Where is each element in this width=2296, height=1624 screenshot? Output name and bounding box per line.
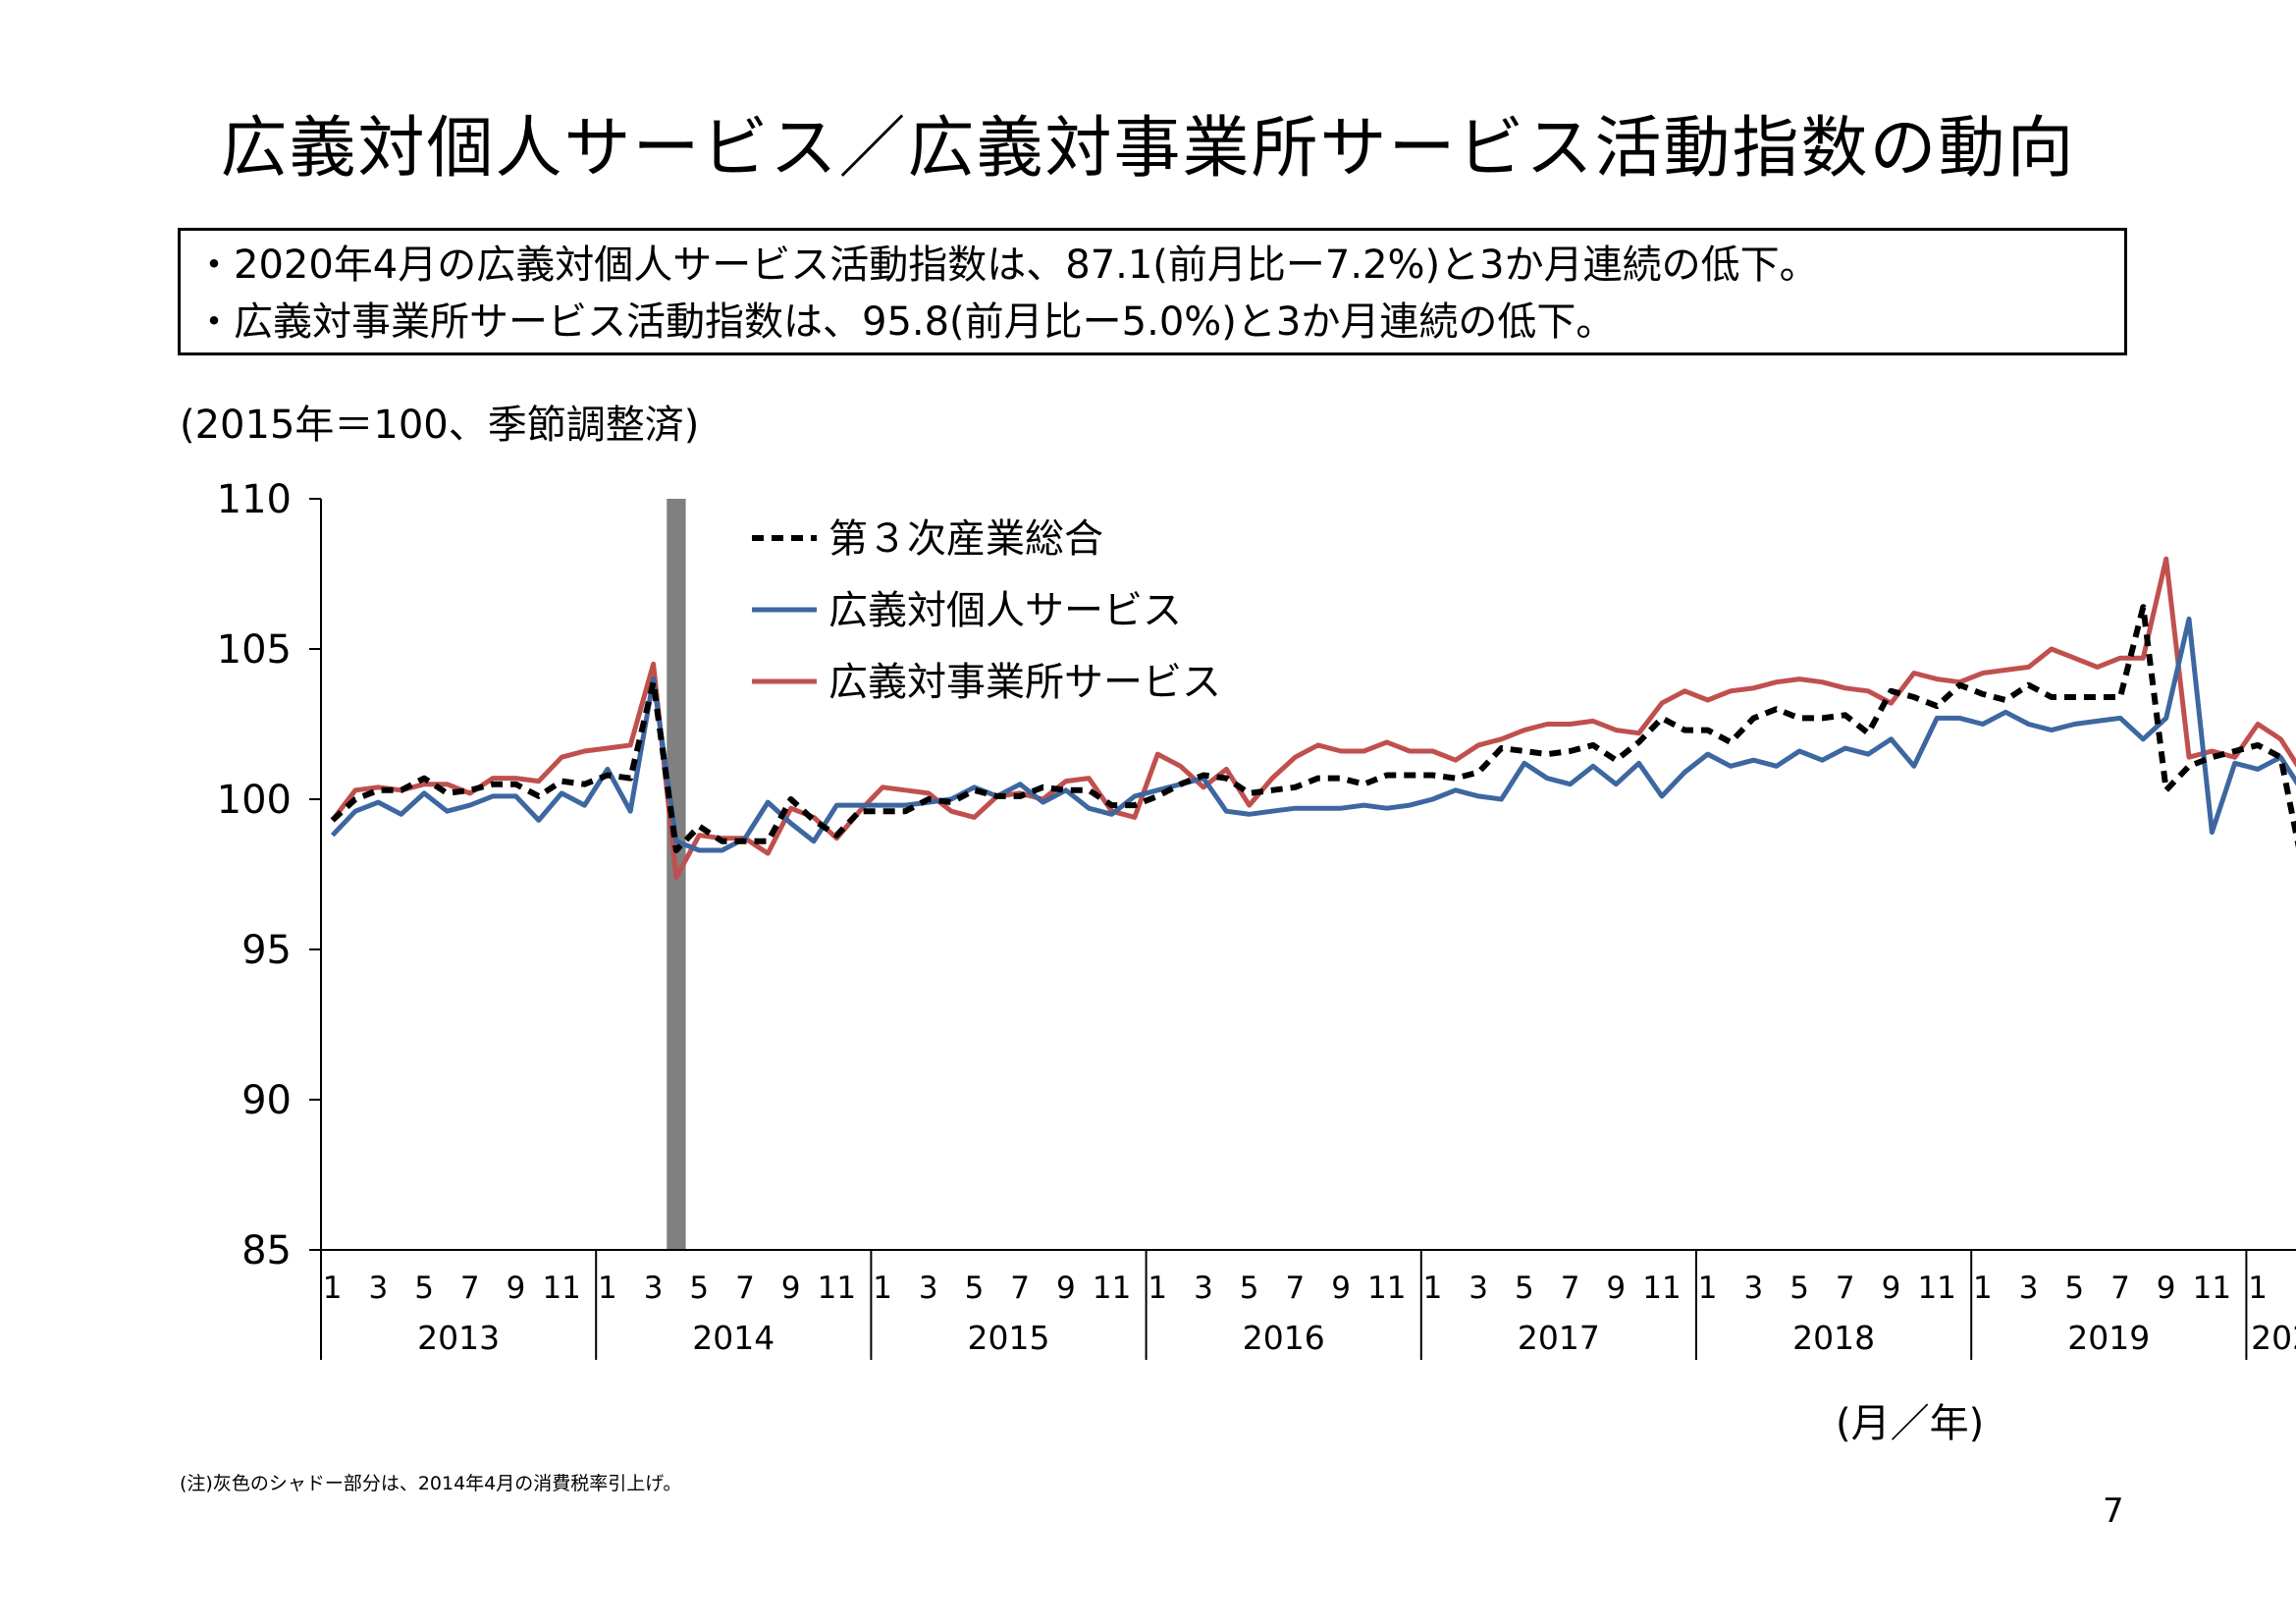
month-tick-label: 3 <box>1744 1271 1764 1306</box>
y-tick-label: 90 <box>241 1078 292 1123</box>
year-label: 2016 <box>1243 1319 1325 1357</box>
y-tick-label: 105 <box>217 627 292 673</box>
series-line-1 <box>330 616 2296 853</box>
legend-label-0: 第３次産業総合 <box>828 516 1103 562</box>
month-tick-label: 3 <box>2019 1271 2039 1306</box>
month-tick-label: 9 <box>1882 1271 1901 1306</box>
year-label: 2013 <box>417 1319 500 1357</box>
month-tick-label: 7 <box>460 1271 480 1306</box>
year-label: 2019 <box>2067 1319 2150 1357</box>
year-label: 2014 <box>692 1319 774 1357</box>
year-label: 2018 <box>1792 1319 1875 1357</box>
month-tick-label: 9 <box>1056 1271 1076 1306</box>
month-tick-label: 1 <box>2248 1271 2268 1306</box>
year-label: 2017 <box>1518 1319 1600 1357</box>
month-tick-label: 7 <box>1010 1271 1030 1306</box>
year-label: 2015 <box>968 1319 1050 1357</box>
legend-label-2: 広義対事業所サービス <box>828 660 1221 705</box>
month-tick-label: 7 <box>1286 1271 1306 1306</box>
month-tick-label: 3 <box>1194 1271 1213 1306</box>
month-tick-label: 5 <box>2064 1271 2084 1306</box>
month-tick-label: 1 <box>598 1271 617 1306</box>
month-tick-label: 5 <box>1240 1271 1259 1306</box>
summary-box: ・2020年4月の広義対個人サービス活動指数は、87.1(前月比ー7.2%)と3… <box>178 228 2127 355</box>
month-tick-label: 7 <box>1561 1271 1580 1306</box>
legend-label-1: 広義対個人サービス <box>828 588 1182 633</box>
y-tick-label: 110 <box>217 477 292 522</box>
month-tick-label: 7 <box>1836 1271 1855 1306</box>
month-tick-label: 9 <box>507 1271 526 1306</box>
footnote: (注)灰色のシャドー部分は、2014年4月の消費税率引上げ。 <box>180 1473 682 1494</box>
month-tick-label: 3 <box>919 1271 938 1306</box>
month-tick-label: 3 <box>644 1271 664 1306</box>
y-tick-label: 85 <box>241 1228 292 1273</box>
month-tick-label: 11 <box>542 1271 580 1306</box>
month-tick-label: 5 <box>1789 1271 1809 1306</box>
month-tick-label: 3 <box>369 1271 389 1306</box>
month-tick-label: 11 <box>2193 1271 2231 1306</box>
month-tick-label: 3 <box>1468 1271 1488 1306</box>
page-number: 7 <box>2103 1491 2124 1531</box>
summary-line-business: ・広義対事業所サービス活動指数は、95.8(前月比ー5.0%)と3か月連続の低下… <box>194 299 1616 345</box>
month-tick-label: 1 <box>1423 1271 1443 1306</box>
month-tick-label: 7 <box>735 1271 755 1306</box>
month-tick-label: 5 <box>1515 1271 1534 1306</box>
month-tick-label: 5 <box>414 1271 434 1306</box>
year-label: 2020 <box>2251 1319 2296 1357</box>
month-tick-label: 7 <box>2110 1271 2130 1306</box>
month-tick-label: 11 <box>1093 1271 1131 1306</box>
page-title: 広義対個人サービス／広義対事業所サービス活動指数の動向 <box>220 110 2076 188</box>
month-tick-label: 9 <box>1606 1271 1626 1306</box>
month-tick-label: 11 <box>1642 1271 1681 1306</box>
y-axis-unit-label: (2015年＝100、季節調整済) <box>180 403 700 448</box>
series-line-0 <box>330 604 2296 853</box>
month-tick-label: 1 <box>1698 1271 1718 1306</box>
month-tick-label: 3 <box>2294 1271 2296 1306</box>
month-tick-label: 5 <box>689 1271 709 1306</box>
month-tick-label: 9 <box>1331 1271 1351 1306</box>
month-tick-label: 11 <box>818 1271 856 1306</box>
y-tick-label: 100 <box>217 778 292 823</box>
summary-line-personal: ・2020年4月の広義対個人サービス活動指数は、87.1(前月比ー7.2%)と3… <box>194 243 1819 288</box>
month-tick-label: 1 <box>1148 1271 1167 1306</box>
series-lines <box>330 556 2296 881</box>
y-tick-label: 95 <box>241 928 292 973</box>
month-tick-label: 1 <box>1973 1271 1993 1306</box>
month-tick-label: 1 <box>873 1271 892 1306</box>
x-axis-unit-label: (月／年) <box>1836 1401 1985 1446</box>
month-tick-label: 5 <box>965 1271 985 1306</box>
month-tick-label: 11 <box>1917 1271 1955 1306</box>
y-axis: 85 90 95 100 105 110 <box>217 477 322 1273</box>
series-line-2 <box>330 556 2296 881</box>
month-tick-label: 9 <box>2157 1271 2176 1306</box>
month-tick-label: 1 <box>323 1271 343 1306</box>
month-tick-label: 9 <box>781 1271 801 1306</box>
month-tick-label: 11 <box>1367 1271 1406 1306</box>
